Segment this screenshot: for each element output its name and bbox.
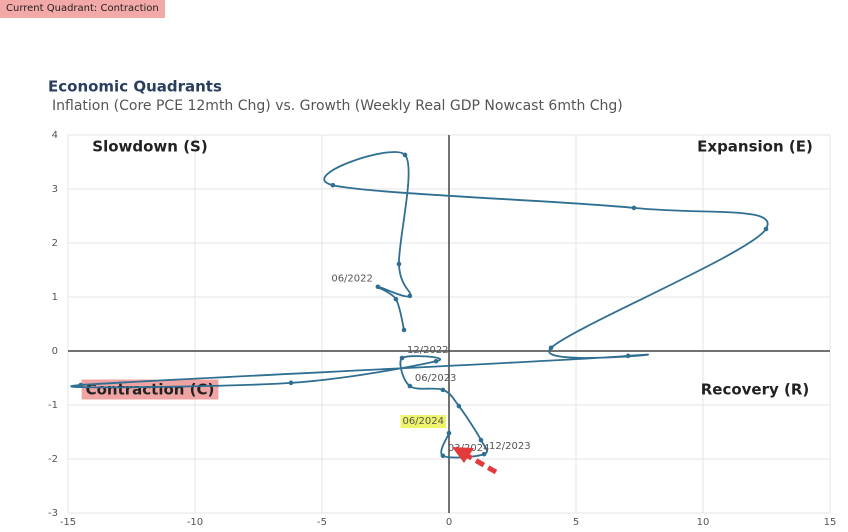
y-tick-label: 2: [52, 238, 58, 249]
point-label: 06/2022: [331, 274, 373, 285]
point: [78, 382, 83, 388]
quadrant-label: Slowdown (S): [92, 138, 207, 156]
point: [481, 451, 487, 457]
point: [402, 152, 408, 158]
x-tick-label: -15: [60, 517, 76, 528]
y-tick-label: 0: [52, 346, 58, 357]
quadrant-label: Expansion (E): [697, 138, 813, 156]
y-tick-label: -1: [48, 400, 58, 411]
point: [440, 387, 446, 393]
point: [456, 403, 462, 409]
chart-subtitle: Inflation (Core PCE 12mth Chg) vs. Growt…: [52, 98, 623, 114]
y-tick-label: -3: [48, 508, 58, 519]
plot: 06/202212/202206/202312/202303/202406/20…: [70, 151, 769, 459]
point: [393, 296, 399, 302]
x-tick-label: -10: [187, 517, 203, 528]
point: [330, 182, 336, 188]
point: [548, 345, 554, 351]
x-tick-label: 15: [824, 517, 837, 528]
quadrant-label: Recovery (R): [701, 381, 810, 399]
x-tick-label: -5: [317, 517, 327, 528]
point: [625, 353, 631, 359]
current-quadrant-tag: Current Quadrant: Contraction: [0, 0, 165, 18]
point: [401, 327, 407, 333]
point-label: 06/2024: [402, 416, 444, 427]
point-label: 06/2023: [415, 373, 457, 384]
point: [478, 437, 484, 443]
point: [763, 226, 769, 232]
point: [396, 261, 402, 267]
point: [288, 380, 294, 386]
point: [399, 355, 405, 361]
point: [433, 358, 439, 364]
y-tick-label: 1: [52, 292, 58, 303]
series-line: [70, 151, 769, 459]
point: [407, 383, 413, 389]
x-tick-label: 0: [446, 517, 452, 528]
y-tick-label: 3: [52, 184, 58, 195]
point: [631, 205, 637, 211]
point: [446, 430, 452, 436]
point: [440, 453, 446, 459]
point-label: 12/2023: [489, 441, 531, 452]
point: [407, 293, 413, 299]
quadrant-label: Contraction (C): [86, 381, 215, 399]
quadrant-highlight: [81, 379, 219, 400]
y-tick-label: -2: [48, 454, 58, 465]
y-tick-label: 4: [52, 130, 58, 141]
pointer-arrow: [452, 447, 498, 475]
chart-title: Economic Quadrants: [48, 78, 222, 96]
point: [375, 284, 381, 290]
x-tick-label: 5: [573, 517, 579, 528]
x-tick-label: 10: [697, 517, 710, 528]
label-highlight: [400, 415, 446, 429]
point-label: 12/2022: [407, 345, 449, 356]
